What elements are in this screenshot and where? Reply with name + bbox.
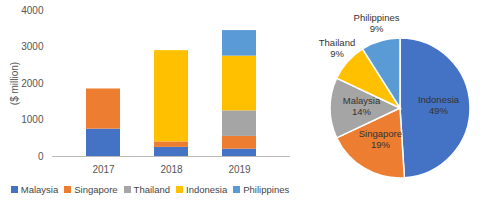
svg-text:3000: 3000 <box>21 41 44 52</box>
svg-text:2018: 2018 <box>160 164 183 175</box>
html-text:Indonesia: Indonesia <box>186 183 228 195</box>
svg-text:2000: 2000 <box>21 78 44 89</box>
svg-text:1000: 1000 <box>21 114 44 125</box>
svg-text:2017: 2017 <box>92 164 115 175</box>
html-text:Malaysia: Malaysia <box>20 183 59 195</box>
svg-text:Thailand9%: Thailand9% <box>319 37 355 59</box>
html-text:Thailand: Thailand <box>133 183 170 195</box>
svg-text:Indonesia49%: Indonesia49% <box>418 94 460 116</box>
svg-text:Singapore19%: Singapore19% <box>359 128 402 150</box>
svg-text:4000: 4000 <box>21 5 44 16</box>
html-text:Singapore: Singapore <box>74 183 118 195</box>
svg-text:Philippines9%: Philippines9% <box>354 12 400 34</box>
svg-text:Malaysia14%: Malaysia14% <box>343 95 381 117</box>
svg-text:($ million): ($ million) <box>9 62 20 105</box>
svg-text:2019: 2019 <box>228 164 251 175</box>
svg-text:0: 0 <box>38 151 44 162</box>
html-text:Philippines: Philippines <box>243 183 290 195</box>
